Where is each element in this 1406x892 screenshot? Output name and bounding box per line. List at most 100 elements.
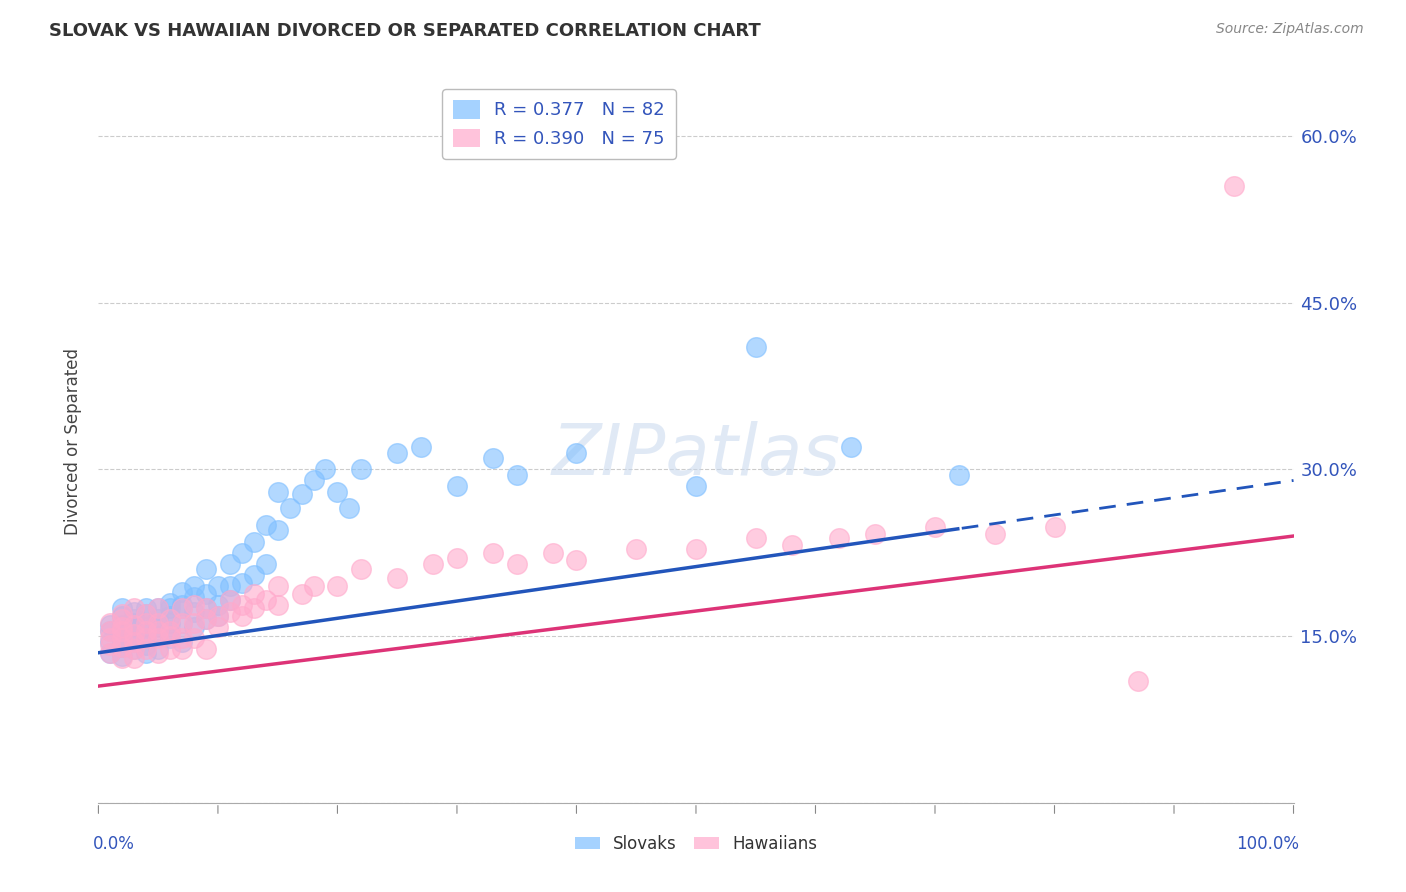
Point xyxy=(243,601,266,615)
Text: 0.0%: 0.0% xyxy=(93,835,135,854)
Point xyxy=(207,609,229,624)
Point xyxy=(685,542,707,557)
Point xyxy=(243,534,266,549)
Y-axis label: Divorced or Separated: Divorced or Separated xyxy=(65,348,83,535)
Point xyxy=(385,571,409,585)
Point xyxy=(148,615,170,630)
Point xyxy=(339,501,361,516)
Point xyxy=(350,562,373,576)
Point xyxy=(506,467,529,482)
Point xyxy=(135,615,157,630)
Point xyxy=(148,601,170,615)
Point xyxy=(124,615,146,630)
Point xyxy=(219,579,242,593)
Point xyxy=(195,562,218,576)
Text: SLOVAK VS HAWAIIAN DIVORCED OR SEPARATED CORRELATION CHART: SLOVAK VS HAWAIIAN DIVORCED OR SEPARATED… xyxy=(49,22,761,40)
Point xyxy=(111,627,134,641)
Text: ZIPatlas: ZIPatlas xyxy=(551,422,841,491)
Point xyxy=(254,557,277,571)
Point xyxy=(124,642,146,657)
Point xyxy=(172,615,194,630)
Point xyxy=(124,601,146,615)
Point xyxy=(159,609,181,624)
Point xyxy=(98,615,122,630)
Point xyxy=(841,440,863,454)
Point xyxy=(685,479,707,493)
Point xyxy=(828,531,851,545)
Point xyxy=(541,546,564,560)
Point xyxy=(411,440,433,454)
Point xyxy=(148,646,170,660)
Point xyxy=(111,649,134,664)
Point xyxy=(948,467,970,482)
Point xyxy=(219,593,242,607)
Point xyxy=(124,618,146,632)
Point xyxy=(111,609,134,624)
Point xyxy=(172,601,194,615)
Point xyxy=(481,546,505,560)
Point xyxy=(924,520,946,534)
Point xyxy=(124,620,146,634)
Point xyxy=(172,634,194,648)
Point xyxy=(195,587,218,601)
Point xyxy=(148,612,170,626)
Point xyxy=(172,584,194,599)
Point xyxy=(195,601,218,615)
Point xyxy=(446,551,468,566)
Point xyxy=(207,609,229,624)
Point xyxy=(135,601,157,615)
Point xyxy=(172,598,194,612)
Point xyxy=(98,634,122,648)
Point xyxy=(135,607,157,621)
Point xyxy=(124,612,146,626)
Point xyxy=(291,487,314,501)
Point xyxy=(219,605,242,619)
Point xyxy=(124,651,146,665)
Point xyxy=(98,646,122,660)
Point xyxy=(183,605,205,619)
Point xyxy=(159,624,181,638)
Point xyxy=(135,624,157,638)
Point xyxy=(111,632,134,646)
Point xyxy=(124,634,146,648)
Point xyxy=(98,632,122,646)
Point xyxy=(135,646,157,660)
Point xyxy=(135,642,157,657)
Point xyxy=(135,638,157,652)
Point xyxy=(231,546,253,560)
Point xyxy=(1043,520,1066,534)
Point xyxy=(207,598,229,612)
Point xyxy=(984,526,1007,541)
Point xyxy=(291,587,314,601)
Point xyxy=(350,462,373,476)
Point xyxy=(183,632,205,646)
Point xyxy=(302,579,325,593)
Point xyxy=(183,598,205,612)
Point xyxy=(148,632,170,646)
Point xyxy=(135,607,157,621)
Point xyxy=(111,612,134,626)
Point xyxy=(1128,673,1150,688)
Point xyxy=(111,620,134,634)
Point xyxy=(745,531,768,545)
Point xyxy=(195,612,218,626)
Point xyxy=(148,615,170,630)
Point xyxy=(124,629,146,643)
Point xyxy=(254,517,277,532)
Point xyxy=(254,593,277,607)
Point xyxy=(98,624,122,638)
Point xyxy=(481,451,505,466)
Text: 100.0%: 100.0% xyxy=(1236,835,1299,854)
Point xyxy=(159,601,181,615)
Point xyxy=(135,632,157,646)
Point xyxy=(111,624,134,638)
Point xyxy=(302,474,325,488)
Point xyxy=(135,615,157,630)
Point xyxy=(172,632,194,646)
Point xyxy=(148,620,170,634)
Point xyxy=(243,587,266,601)
Point xyxy=(315,462,337,476)
Point xyxy=(326,484,349,499)
Legend: Slovaks, Hawaiians: Slovaks, Hawaiians xyxy=(568,828,824,860)
Point xyxy=(148,601,170,615)
